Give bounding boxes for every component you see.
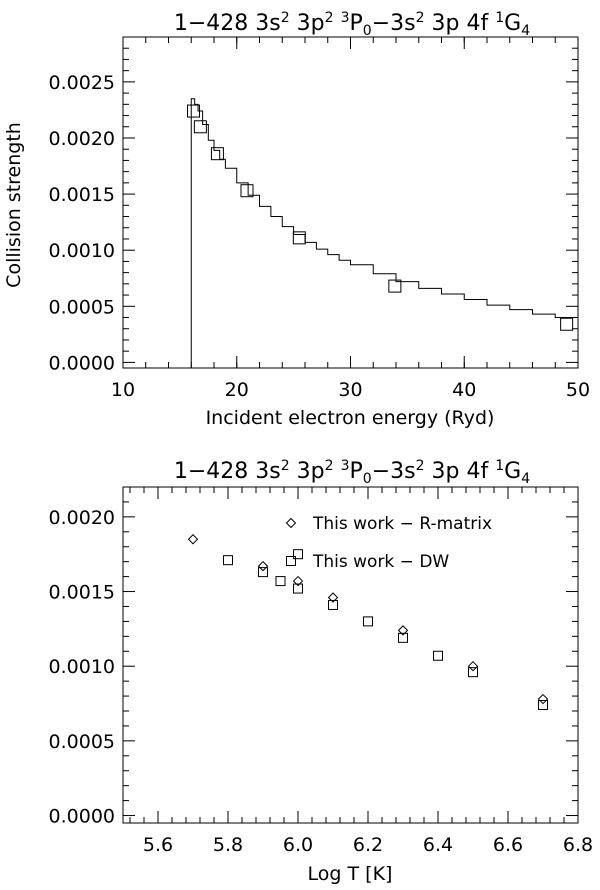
square-point bbox=[223, 555, 233, 566]
square-point bbox=[388, 279, 402, 293]
x-tick-label: 30 bbox=[338, 379, 362, 401]
square-point bbox=[293, 549, 303, 560]
diamond-point bbox=[292, 575, 304, 587]
square-point bbox=[560, 317, 574, 331]
top-x-axis: 10 20 30 40 50 bbox=[111, 37, 590, 401]
top-y-axis-title: Collision strength bbox=[3, 122, 25, 288]
square-point bbox=[240, 184, 254, 198]
top-y-axis: 0.0000 0.0005 0.0010 0.0015 0.0020 0.0025 bbox=[49, 47, 578, 374]
bottom-x-axis: 5.6 5.8 6.0 6.2 6.4 6.6 6.8 bbox=[129, 487, 593, 856]
y-tick-label: 0.0015 bbox=[49, 582, 115, 604]
y-tick-label: 0.0000 bbox=[49, 806, 115, 828]
bottom-x-axis-title: Log T [K] bbox=[308, 863, 393, 885]
bottom-y-axis: 0.0000 0.0005 0.0010 0.0015 0.0020 bbox=[49, 486, 578, 828]
top-chart: 1−428 3s2 3p2 3P0−3s2 3p 4f 1G4 0.00000.… bbox=[3, 10, 590, 429]
diamond-point bbox=[187, 534, 199, 545]
top-plot-area bbox=[187, 98, 579, 368]
diamond-point bbox=[467, 660, 479, 672]
square-point bbox=[398, 632, 408, 643]
bottom-chart-title: 1−428 3s2 3p2 3P0−3s2 3p 4f 1G4 bbox=[174, 458, 530, 487]
square-point bbox=[258, 567, 268, 578]
x-tick-label: 6.8 bbox=[563, 834, 593, 856]
square-point bbox=[538, 700, 548, 711]
diamond-point bbox=[257, 560, 269, 572]
square-point bbox=[433, 650, 443, 661]
x-tick-label: 5.8 bbox=[213, 834, 243, 856]
square-point bbox=[328, 599, 338, 610]
x-tick-label: 40 bbox=[452, 379, 476, 401]
top-x-axis-title: Incident electron energy (Ryd) bbox=[206, 407, 495, 429]
x-tick-label: 6.0 bbox=[283, 834, 313, 856]
collision-strength-curve bbox=[190, 98, 579, 368]
y-tick-label: 0.0015 bbox=[49, 184, 115, 206]
x-tick-label: 6.6 bbox=[493, 834, 523, 856]
legend-square-marker bbox=[286, 556, 296, 566]
x-tick-label: 6.4 bbox=[423, 834, 453, 856]
diamond-point bbox=[537, 693, 549, 705]
y-tick-label: 0.0010 bbox=[49, 656, 115, 678]
x-tick-label: 10 bbox=[111, 379, 135, 401]
square-point bbox=[363, 616, 373, 627]
legend: This work − R-matrix This work − DW bbox=[285, 514, 492, 572]
x-tick-label: 5.6 bbox=[143, 834, 173, 856]
y-tick-label: 0.0020 bbox=[49, 507, 115, 529]
square-point bbox=[187, 104, 201, 118]
y-tick-label: 0.0010 bbox=[49, 240, 115, 262]
bottom-chart-frame bbox=[122, 486, 579, 824]
y-tick-label: 0.0025 bbox=[49, 72, 115, 94]
legend-label: This work − R-matrix bbox=[312, 514, 492, 534]
x-tick-label: 6.2 bbox=[353, 834, 383, 856]
bottom-plot-area bbox=[187, 534, 549, 711]
y-tick-label: 0.0000 bbox=[49, 352, 115, 374]
diamond-point bbox=[397, 625, 409, 636]
legend-label: This work − DW bbox=[312, 552, 449, 572]
top-chart-title: 1−428 3s2 3p2 3P0−3s2 3p 4f 1G4 bbox=[174, 10, 530, 39]
y-tick-label: 0.0005 bbox=[49, 296, 115, 318]
y-tick-label: 0.0020 bbox=[49, 128, 115, 150]
bottom-chart: 1−428 3s2 3p2 3P0−3s2 3p 4f 1G4 0.00000.… bbox=[49, 458, 594, 885]
x-tick-label: 20 bbox=[225, 379, 249, 401]
x-tick-label: 50 bbox=[566, 379, 590, 401]
y-tick-label: 0.0005 bbox=[49, 731, 115, 753]
square-point bbox=[292, 231, 306, 245]
square-point bbox=[293, 583, 303, 594]
square-point bbox=[193, 120, 207, 134]
square-point bbox=[210, 147, 224, 161]
legend-diamond-marker bbox=[285, 517, 297, 529]
square-point bbox=[275, 576, 286, 587]
diamond-point bbox=[327, 592, 339, 603]
square-point bbox=[468, 667, 478, 678]
